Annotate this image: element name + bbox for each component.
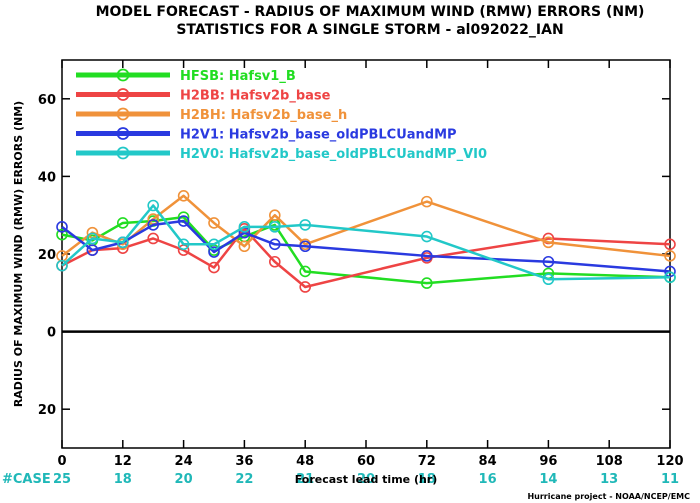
- data-point: [299, 219, 312, 231]
- case-count: 21: [296, 472, 314, 487]
- case-count: 18: [418, 472, 436, 487]
- legend-marker: [116, 68, 130, 82]
- data-point: [268, 221, 281, 233]
- x-tick-label: 48: [296, 454, 314, 469]
- x-tick-label: 96: [539, 454, 557, 469]
- case-count: 25: [53, 472, 71, 487]
- data-point: [299, 281, 312, 293]
- data-point: [177, 190, 190, 202]
- case-count: 22: [235, 472, 253, 487]
- x-tick-label: 120: [656, 454, 683, 469]
- data-point: [177, 238, 190, 251]
- x-tick-label: 72: [418, 454, 436, 469]
- data-point: [420, 277, 433, 289]
- data-point: [299, 265, 312, 278]
- case-count: 20: [175, 472, 193, 487]
- data-point: [542, 236, 555, 249]
- plot-frame: [61, 59, 671, 449]
- legend-label: H2V0: Hafsv2b_base_oldPBLCUandMP_VI0: [180, 147, 487, 162]
- data-point: [56, 259, 68, 272]
- case-count: 18: [114, 472, 132, 487]
- data-point: [86, 232, 99, 245]
- x-tick-label: 12: [114, 454, 132, 469]
- y-tick-label: 20: [38, 248, 56, 263]
- data-point: [238, 240, 251, 253]
- legend-label: H2V1: Hafsv2b_base_oldPBLCUandMP: [180, 128, 457, 143]
- chart-title: MODEL FORECAST - RADIUS OF MAXIMUM WIND …: [96, 4, 645, 20]
- data-point: [268, 209, 281, 221]
- data-point: [147, 199, 159, 212]
- credit-text: Hurricane project - NOAA/NCEP/EMC: [527, 492, 690, 501]
- data-point: [208, 246, 220, 258]
- data-point: [268, 255, 281, 268]
- data-point: [117, 217, 129, 229]
- y-tick-label: 60: [38, 93, 56, 108]
- data-point: [208, 261, 220, 274]
- case-count: 14: [539, 472, 557, 487]
- data-point: [208, 238, 220, 251]
- case-count: 13: [600, 472, 618, 487]
- legend-label: HFSB: Hafsv1_B: [180, 69, 296, 84]
- chart-subtitle: STATISTICS FOR A SINGLE STORM - al092022…: [176, 22, 563, 38]
- legend-label: H2BH: Hafsv2b_base_h: [180, 108, 347, 123]
- case-count: 16: [479, 472, 497, 487]
- data-point: [420, 195, 433, 208]
- data-point: [299, 240, 312, 253]
- data-point: [238, 221, 251, 233]
- x-tick-label: 24: [175, 454, 193, 469]
- x-axis-label: Forecast lead time (hr): [295, 473, 438, 486]
- data-point: [147, 232, 159, 245]
- data-point: [86, 244, 99, 256]
- data-point: [420, 230, 433, 243]
- x-tick-label: 84: [479, 454, 497, 469]
- legend-marker: [116, 107, 130, 121]
- data-point: [268, 238, 281, 251]
- case-count: 11: [661, 472, 679, 487]
- data-point: [664, 271, 676, 284]
- x-tick-label: 36: [235, 454, 253, 469]
- case-label: #CASE: [2, 472, 51, 487]
- legend-label: H2BB: Hafsv2b_base: [180, 89, 331, 104]
- data-point: [56, 228, 68, 241]
- data-point: [117, 236, 129, 249]
- case-count: 20: [357, 472, 375, 487]
- x-tick-label: 0: [57, 454, 66, 469]
- data-point: [208, 217, 220, 229]
- x-tick-label: 60: [357, 454, 375, 469]
- data-point: [542, 255, 555, 268]
- legend-marker: [116, 88, 130, 101]
- data-point: [664, 265, 676, 278]
- data-point: [420, 250, 433, 262]
- data-point: [542, 273, 555, 286]
- y-tick-label: 0: [47, 326, 56, 341]
- y-axis-label: RADIUS OF MAXIMUM WIND (RMW) ERRORS (NM): [12, 101, 25, 407]
- legend-marker: [116, 146, 130, 160]
- data-point: [664, 250, 676, 262]
- x-tick-label: 108: [596, 454, 623, 469]
- data-point: [147, 219, 159, 231]
- y-tick-label: 40: [38, 170, 56, 185]
- data-point: [664, 238, 676, 251]
- data-point: [56, 221, 68, 233]
- y-tick-label: 20: [38, 403, 56, 418]
- data-point: [177, 215, 190, 227]
- legend-marker: [116, 127, 130, 140]
